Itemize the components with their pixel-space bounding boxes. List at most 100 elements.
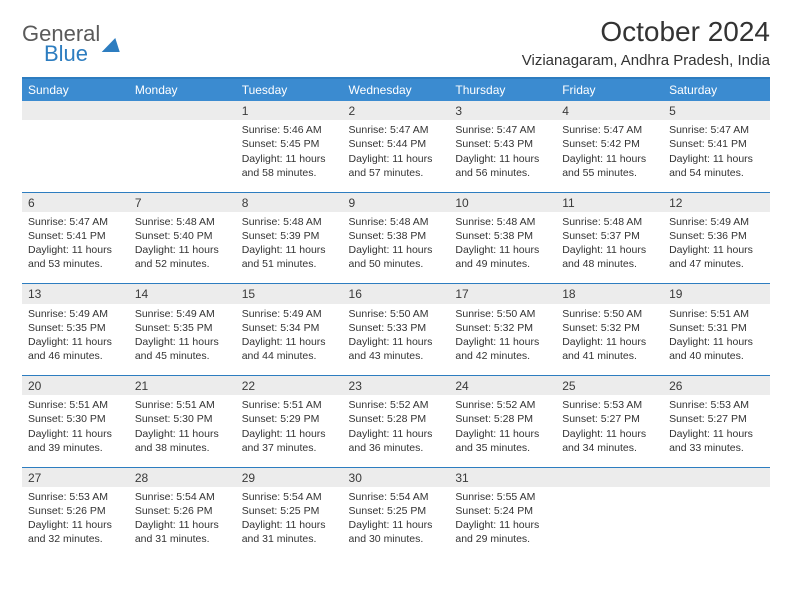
day-content-cell: Sunrise: 5:48 AMSunset: 5:39 PMDaylight:… (236, 212, 343, 284)
day-number-cell: 18 (556, 284, 663, 304)
day-content-cell: Sunrise: 5:51 AMSunset: 5:31 PMDaylight:… (663, 304, 770, 376)
day-content-cell: Sunrise: 5:52 AMSunset: 5:28 PMDaylight:… (343, 395, 450, 467)
day-number-cell: 9 (343, 192, 450, 212)
sunrise-line: Sunrise: 5:48 AM (455, 215, 550, 229)
day-content-cell: Sunrise: 5:48 AMSunset: 5:38 PMDaylight:… (449, 212, 556, 284)
daylight-line: Daylight: 11 hours and 58 minutes. (242, 152, 337, 180)
sunset-line: Sunset: 5:44 PM (349, 137, 444, 151)
daylight-line: Daylight: 11 hours and 40 minutes. (669, 335, 764, 363)
sunset-line: Sunset: 5:32 PM (562, 321, 657, 335)
day-content-cell: Sunrise: 5:52 AMSunset: 5:28 PMDaylight:… (449, 395, 556, 467)
day-content-cell (556, 487, 663, 559)
daylight-line: Daylight: 11 hours and 35 minutes. (455, 427, 550, 455)
sunset-line: Sunset: 5:25 PM (349, 504, 444, 518)
daylight-line: Daylight: 11 hours and 37 minutes. (242, 427, 337, 455)
sunrise-line: Sunrise: 5:54 AM (349, 490, 444, 504)
sunset-line: Sunset: 5:30 PM (28, 412, 123, 426)
sunrise-line: Sunrise: 5:47 AM (669, 123, 764, 137)
daylight-line: Daylight: 11 hours and 56 minutes. (455, 152, 550, 180)
sunrise-line: Sunrise: 5:50 AM (562, 307, 657, 321)
day-content-cell: Sunrise: 5:48 AMSunset: 5:38 PMDaylight:… (343, 212, 450, 284)
daylight-line: Daylight: 11 hours and 44 minutes. (242, 335, 337, 363)
daylight-line: Daylight: 11 hours and 41 minutes. (562, 335, 657, 363)
day-content-cell: Sunrise: 5:49 AMSunset: 5:36 PMDaylight:… (663, 212, 770, 284)
location-label: Vizianagaram, Andhra Pradesh, India (522, 52, 770, 69)
day-content-cell: Sunrise: 5:47 AMSunset: 5:44 PMDaylight:… (343, 120, 450, 192)
logo-text: General Blue (22, 22, 100, 65)
day-content-cell: Sunrise: 5:53 AMSunset: 5:27 PMDaylight:… (663, 395, 770, 467)
day-number-cell: 23 (343, 376, 450, 396)
day-number-cell: 19 (663, 284, 770, 304)
sunset-line: Sunset: 5:41 PM (28, 229, 123, 243)
day-content-cell (663, 487, 770, 559)
day-number-cell (129, 101, 236, 120)
day-content-cell: Sunrise: 5:53 AMSunset: 5:26 PMDaylight:… (22, 487, 129, 559)
sunset-line: Sunset: 5:38 PM (455, 229, 550, 243)
day-number-cell: 25 (556, 376, 663, 396)
sunrise-line: Sunrise: 5:48 AM (562, 215, 657, 229)
sunset-line: Sunset: 5:42 PM (562, 137, 657, 151)
daylight-line: Daylight: 11 hours and 51 minutes. (242, 243, 337, 271)
day-header: Saturday (663, 78, 770, 101)
day-content-row: Sunrise: 5:51 AMSunset: 5:30 PMDaylight:… (22, 395, 770, 467)
day-header: Wednesday (343, 78, 450, 101)
sunrise-line: Sunrise: 5:53 AM (562, 398, 657, 412)
sunset-line: Sunset: 5:40 PM (135, 229, 230, 243)
day-number-cell: 15 (236, 284, 343, 304)
sunrise-line: Sunrise: 5:51 AM (242, 398, 337, 412)
month-title: October 2024 (522, 16, 770, 48)
sunrise-line: Sunrise: 5:47 AM (562, 123, 657, 137)
sunset-line: Sunset: 5:26 PM (28, 504, 123, 518)
sunset-line: Sunset: 5:38 PM (349, 229, 444, 243)
sunrise-line: Sunrise: 5:51 AM (28, 398, 123, 412)
day-header: Tuesday (236, 78, 343, 101)
day-content-cell: Sunrise: 5:47 AMSunset: 5:41 PMDaylight:… (22, 212, 129, 284)
daylight-line: Daylight: 11 hours and 43 minutes. (349, 335, 444, 363)
day-content-cell (22, 120, 129, 192)
sunset-line: Sunset: 5:30 PM (135, 412, 230, 426)
sunset-line: Sunset: 5:26 PM (135, 504, 230, 518)
day-number-cell (556, 467, 663, 487)
sunrise-line: Sunrise: 5:48 AM (242, 215, 337, 229)
day-number-cell: 31 (449, 467, 556, 487)
day-number-cell: 29 (236, 467, 343, 487)
sunrise-line: Sunrise: 5:49 AM (242, 307, 337, 321)
day-content-cell: Sunrise: 5:54 AMSunset: 5:25 PMDaylight:… (343, 487, 450, 559)
brand-logo: General Blue (22, 22, 122, 65)
day-number-cell: 1 (236, 101, 343, 120)
day-content-row: Sunrise: 5:47 AMSunset: 5:41 PMDaylight:… (22, 212, 770, 284)
sunrise-line: Sunrise: 5:48 AM (135, 215, 230, 229)
sunset-line: Sunset: 5:25 PM (242, 504, 337, 518)
day-content-cell: Sunrise: 5:47 AMSunset: 5:41 PMDaylight:… (663, 120, 770, 192)
daylight-line: Daylight: 11 hours and 49 minutes. (455, 243, 550, 271)
day-content-cell: Sunrise: 5:51 AMSunset: 5:30 PMDaylight:… (129, 395, 236, 467)
sunset-line: Sunset: 5:35 PM (135, 321, 230, 335)
day-header: Thursday (449, 78, 556, 101)
sunrise-line: Sunrise: 5:51 AM (135, 398, 230, 412)
day-content-cell: Sunrise: 5:51 AMSunset: 5:30 PMDaylight:… (22, 395, 129, 467)
day-number-cell: 21 (129, 376, 236, 396)
day-number-cell: 14 (129, 284, 236, 304)
day-number-cell: 10 (449, 192, 556, 212)
day-number-cell: 2 (343, 101, 450, 120)
sunset-line: Sunset: 5:34 PM (242, 321, 337, 335)
day-number-row: 12345 (22, 101, 770, 120)
sunrise-line: Sunrise: 5:49 AM (28, 307, 123, 321)
daylight-line: Daylight: 11 hours and 57 minutes. (349, 152, 444, 180)
day-content-cell: Sunrise: 5:46 AMSunset: 5:45 PMDaylight:… (236, 120, 343, 192)
day-content-cell: Sunrise: 5:51 AMSunset: 5:29 PMDaylight:… (236, 395, 343, 467)
day-content-row: Sunrise: 5:46 AMSunset: 5:45 PMDaylight:… (22, 120, 770, 192)
day-content-cell: Sunrise: 5:55 AMSunset: 5:24 PMDaylight:… (449, 487, 556, 559)
day-number-cell: 16 (343, 284, 450, 304)
day-number-cell: 12 (663, 192, 770, 212)
day-content-cell: Sunrise: 5:49 AMSunset: 5:35 PMDaylight:… (22, 304, 129, 376)
day-number-cell (663, 467, 770, 487)
sunset-line: Sunset: 5:31 PM (669, 321, 764, 335)
day-number-row: 13141516171819 (22, 284, 770, 304)
daylight-line: Daylight: 11 hours and 33 minutes. (669, 427, 764, 455)
day-number-cell (22, 101, 129, 120)
page-header: General Blue October 2024 Vizianagaram, … (22, 16, 770, 69)
day-number-cell: 20 (22, 376, 129, 396)
day-content-cell: Sunrise: 5:50 AMSunset: 5:33 PMDaylight:… (343, 304, 450, 376)
sunrise-line: Sunrise: 5:47 AM (455, 123, 550, 137)
